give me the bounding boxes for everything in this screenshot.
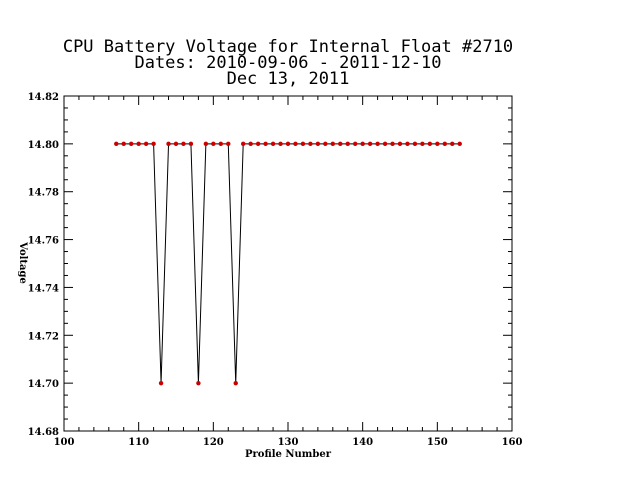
data-point (233, 380, 238, 386)
data-point (353, 141, 358, 147)
data-point (390, 141, 395, 147)
data-point (181, 141, 186, 147)
data-point (173, 141, 179, 147)
data-point (255, 141, 261, 147)
chart-title: CPU Battery Voltage for Internal Float #… (63, 37, 513, 89)
data-point (427, 141, 433, 147)
series-layer (114, 141, 462, 386)
data-point (248, 141, 253, 147)
data-point (308, 141, 313, 147)
data-point (121, 141, 126, 147)
data-point (367, 141, 373, 147)
x-tick-label: 160 (502, 437, 523, 448)
y-tick-label: 14.82 (28, 92, 59, 103)
data-point (300, 141, 306, 147)
data-point (129, 141, 134, 147)
data-point (136, 141, 141, 147)
data-point (330, 141, 335, 147)
data-point (442, 141, 447, 147)
data-point (114, 141, 119, 147)
data-point (151, 141, 156, 147)
data-point (450, 141, 455, 147)
axis-ticks (63, 95, 513, 432)
title-line-1: CPU Battery Voltage for Internal Float #… (63, 37, 513, 57)
data-point (218, 141, 223, 147)
data-point (315, 141, 321, 147)
title-line-3: Dec 13, 2011 (227, 69, 350, 89)
data-point (196, 380, 201, 386)
data-point (293, 141, 298, 147)
data-point (338, 141, 343, 147)
data-point (285, 141, 291, 147)
y-tick-label: 14.80 (28, 140, 59, 151)
data-point (420, 141, 425, 147)
x-tick-label: 100 (54, 437, 75, 448)
data-point (166, 141, 171, 147)
y-tick-label: 14.68 (28, 427, 59, 438)
data-point (226, 141, 231, 147)
data-point (270, 141, 276, 147)
data-point (457, 141, 462, 147)
data-point (143, 141, 149, 147)
data-point (397, 141, 403, 147)
title-line-2: Dates: 2010-09-06 - 2011-12-10 (134, 53, 441, 73)
data-point (263, 141, 268, 147)
data-point (405, 141, 410, 147)
data-point (412, 141, 418, 147)
data-point (435, 141, 440, 147)
data-point (203, 141, 209, 147)
y-tick-label: 14.76 (28, 236, 59, 247)
x-tick-label: 110 (128, 437, 149, 448)
y-tick-label: 14.74 (28, 283, 59, 294)
x-tick-labels: 100 110 120 130 140 150 160 (54, 437, 523, 448)
data-point (158, 380, 164, 386)
data-point (211, 141, 216, 147)
data-point (382, 141, 388, 147)
data-point (278, 141, 283, 147)
y-axis-label: Voltage (17, 241, 28, 284)
y-tick-label: 14.78 (28, 188, 59, 199)
series-line (116, 143, 460, 384)
x-tick-label: 120 (203, 437, 224, 448)
data-point (375, 141, 380, 147)
y-tick-label: 14.72 (28, 331, 59, 342)
data-point (323, 141, 328, 147)
x-tick-label: 150 (427, 437, 448, 448)
y-tick-label: 14.70 (28, 379, 59, 390)
plot-frame (63, 95, 513, 432)
x-axis-label: Profile Number (245, 449, 332, 460)
data-point (360, 141, 365, 147)
data-point (241, 141, 246, 147)
x-tick-label: 130 (278, 437, 299, 448)
y-tick-labels: 14.68 14.70 14.72 14.74 14.76 14.78 14.80 14.82 (28, 92, 59, 438)
data-point (188, 141, 194, 147)
x-tick-label: 140 (352, 437, 373, 448)
data-point (345, 141, 350, 147)
